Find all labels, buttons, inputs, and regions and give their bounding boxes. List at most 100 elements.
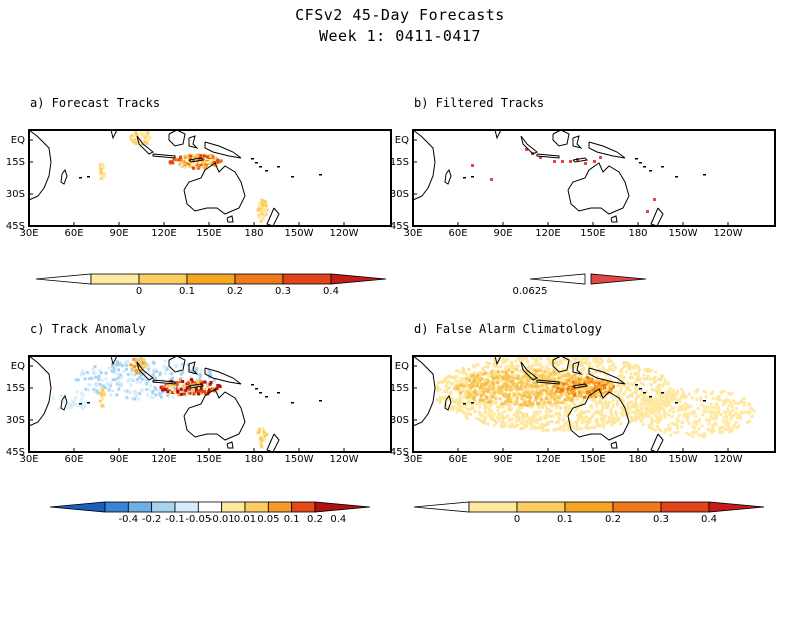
climatology-cell	[459, 399, 463, 403]
anomaly-cell	[163, 366, 167, 370]
climatology-cell	[548, 398, 552, 402]
track-cell	[213, 156, 217, 160]
climatology-cell	[465, 392, 469, 396]
climatology-cell	[661, 384, 665, 388]
climatology-cell	[646, 401, 649, 405]
climatology-cell	[491, 395, 494, 399]
islet	[471, 176, 474, 178]
climatology-cell	[641, 422, 645, 426]
climatology-cell	[543, 423, 546, 427]
filtered-track-cell	[539, 156, 542, 159]
anomaly-cell	[142, 358, 146, 362]
anomaly-cell	[206, 384, 210, 387]
anomaly-cell	[207, 369, 211, 373]
climatology-cell	[595, 356, 599, 360]
climatology-cell	[581, 399, 585, 403]
climatology-cell	[473, 385, 477, 389]
climatology-cell	[582, 357, 586, 360]
colorbar-segment	[267, 501, 293, 513]
track-cell	[213, 160, 217, 164]
climatology-cell	[664, 427, 668, 431]
anomaly-cell	[140, 373, 143, 377]
climatology-cell	[636, 387, 640, 391]
climatology-cell	[557, 417, 561, 421]
climatology-cell	[463, 405, 466, 409]
anomaly-cell	[110, 369, 114, 373]
climatology-cell	[642, 412, 646, 416]
climatology-cell	[521, 414, 525, 418]
climatology-cell	[491, 381, 495, 385]
climatology-cell	[716, 410, 720, 413]
anomaly-cell	[119, 376, 123, 380]
climatology-cell	[634, 401, 638, 405]
climatology-cell	[629, 415, 633, 419]
climatology-cell	[607, 367, 611, 371]
islet	[319, 400, 322, 402]
climatology-cell	[555, 383, 559, 387]
climatology-cell	[530, 419, 534, 423]
track-cell	[199, 154, 203, 158]
climatology-cell	[525, 412, 529, 416]
climatology-cell	[730, 427, 734, 431]
climatology-cell	[444, 384, 448, 388]
climatology-cell	[436, 386, 440, 390]
climatology-cell	[702, 408, 706, 412]
climatology-cell	[472, 390, 476, 394]
climatology-cell	[486, 406, 490, 409]
coastline-sumatra	[136, 135, 154, 155]
climatology-cell	[748, 403, 752, 407]
climatology-cell	[541, 370, 545, 373]
climatology-cell	[489, 402, 493, 406]
lon-tick-label: 150W	[285, 454, 314, 465]
climatology-cell	[721, 419, 725, 423]
climatology-cell	[601, 367, 605, 370]
climatology-cell	[585, 358, 589, 362]
climatology-cell	[658, 398, 662, 402]
climatology-cell	[492, 412, 496, 416]
climatology-cell	[463, 395, 466, 399]
climatology-cell	[639, 406, 643, 410]
climatology-cell	[600, 403, 604, 407]
climatology-cell	[584, 394, 588, 398]
climatology-cell	[606, 406, 609, 410]
climatology-cell	[457, 389, 461, 393]
anomaly-cell	[175, 381, 179, 385]
anomaly-cell	[133, 360, 137, 364]
track-cell	[146, 131, 150, 135]
climatology-cell	[509, 388, 513, 392]
anomaly-cell	[70, 406, 74, 409]
climatology-cell	[492, 378, 496, 382]
islet	[661, 166, 664, 168]
anomaly-cell	[163, 371, 167, 375]
climatology-cell	[696, 407, 700, 411]
climatology-cell	[466, 395, 470, 399]
climatology-cell	[582, 385, 586, 389]
climatology-cell	[447, 374, 451, 378]
track-cell	[219, 159, 223, 163]
lon-tick-label: 120E	[151, 454, 176, 465]
colorbar-right-tip	[314, 501, 371, 513]
climatology-cell	[693, 410, 697, 414]
climatology-cell	[584, 415, 588, 419]
anomaly-cell	[112, 370, 116, 374]
climatology-cell	[657, 419, 661, 423]
climatology-cell	[629, 382, 632, 386]
coastline-borneo	[168, 129, 186, 147]
climatology-cell	[463, 393, 467, 397]
climatology-cell	[508, 423, 512, 427]
climatology-cell	[553, 427, 557, 431]
climatology-cell	[535, 385, 539, 389]
climatology-cell	[577, 394, 581, 398]
climatology-cell	[461, 410, 465, 414]
climatology-cell	[595, 388, 598, 392]
climatology-cell	[490, 374, 494, 378]
climatology-cell	[527, 419, 530, 423]
climatology-cell	[682, 414, 686, 418]
climatology-cell	[500, 422, 504, 426]
climatology-cell	[670, 392, 674, 396]
climatology-cell	[711, 390, 715, 394]
climatology-cell	[582, 378, 586, 381]
anomaly-cell	[96, 391, 100, 395]
islet	[79, 403, 82, 405]
climatology-cell	[543, 428, 547, 432]
